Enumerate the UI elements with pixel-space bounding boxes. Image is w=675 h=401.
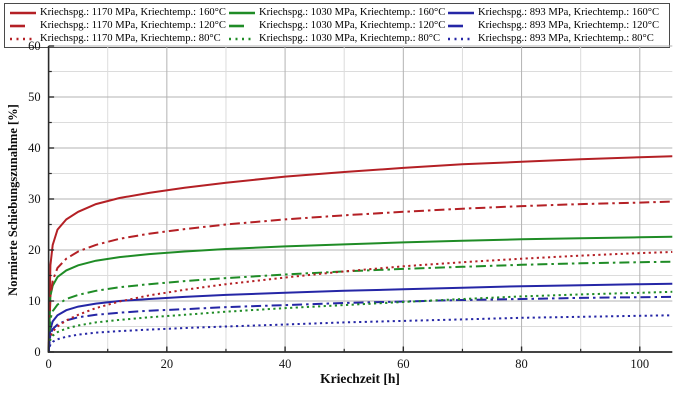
legend-item-5: Kriechspg.: 893 MPa, Kriechtemp.: 120°C <box>447 19 666 32</box>
legend-label: Kriechspg.: 1170 MPa, Kriechtemp.: 120°C <box>40 20 226 31</box>
dashdot-line-marker-icon <box>448 24 463 27</box>
legend-label: Kriechspg.: 1170 MPa, Kriechtemp.: 160°C <box>40 7 226 18</box>
x-tick-label: 0 <box>45 357 51 371</box>
legend-item-4: Kriechspg.: 1030 MPa, Kriechtemp.: 120°C <box>228 19 447 32</box>
solid-line-marker-icon <box>448 11 474 14</box>
solid-line-marker-icon <box>10 11 36 14</box>
legend-label: Kriechspg.: 1030 MPa, Kriechtemp.: 80°C <box>259 33 441 44</box>
y-tick-label: 10 <box>28 294 41 308</box>
x-tick-label: 60 <box>397 357 410 371</box>
legend-item-2: Kriechspg.: 893 MPa, Kriechtemp.: 160°C <box>447 6 666 19</box>
legend-item-1: Kriechspg.: 1030 MPa, Kriechtemp.: 160°C <box>228 6 447 19</box>
legend-label: Kriechspg.: 893 MPa, Kriechtemp.: 160°C <box>478 7 660 18</box>
legend-label: Kriechspg.: 1030 MPa, Kriechtemp.: 160°C <box>259 7 446 18</box>
legend-item-8: Kriechspg.: 893 MPa, Kriechtemp.: 80°C <box>447 32 666 45</box>
y-axis-label: Normierte Schiebungszunahme [%] <box>6 104 20 296</box>
dashdot-line-marker-icon <box>10 24 25 27</box>
series-curve-8 <box>47 314 673 353</box>
x-axis-label: Kriechzeit [h] <box>320 371 400 386</box>
legend-item-3: Kriechspg.: 1170 MPa, Kriechtemp.: 120°C <box>9 19 228 32</box>
series-curve-3 <box>47 200 673 353</box>
legend-label: Kriechspg.: 893 MPa, Kriechtemp.: 80°C <box>478 33 654 44</box>
legend-label: Kriechspg.: 1030 MPa, Kriechtemp.: 120°C <box>259 20 446 31</box>
series-curve-6 <box>47 251 673 353</box>
y-tick-label: 50 <box>28 90 41 104</box>
x-tick-label: 100 <box>630 357 649 371</box>
y-tick-labels: 0 10 20 30 40 50 60 <box>28 39 41 359</box>
legend-item-7: Kriechspg.: 1030 MPa, Kriechtemp.: 80°C <box>228 32 447 45</box>
legend-label: Kriechspg.: 1170 MPa, Kriechtemp.: 80°C <box>40 33 221 44</box>
solid-line-marker-icon <box>229 11 255 14</box>
x-tick-label: 80 <box>515 357 528 371</box>
dashdot-line-marker-icon <box>229 24 244 27</box>
y-tick-label: 20 <box>28 243 41 257</box>
series-curve-4 <box>47 260 673 353</box>
series-curves <box>47 155 673 353</box>
grid-major <box>48 45 673 352</box>
series-curve-1 <box>47 235 673 353</box>
series-curve-7 <box>47 290 673 353</box>
legend-box: Kriechspg.: 1170 MPa, Kriechtemp.: 160°C… <box>4 3 670 48</box>
series-curve-2 <box>47 282 673 353</box>
y-tick-label: 0 <box>34 345 40 359</box>
x-tick-label: 20 <box>161 357 174 371</box>
x-tick-label: 40 <box>279 357 292 371</box>
x-tick-labels: 0 20 40 60 80 100 <box>45 357 649 371</box>
y-tick-label: 40 <box>28 141 41 155</box>
legend-label: Kriechspg.: 893 MPa, Kriechtemp.: 120°C <box>478 20 660 31</box>
series-curve-0 <box>47 155 673 353</box>
series-curve-5 <box>47 295 673 353</box>
axis-ticks <box>47 45 641 353</box>
y-tick-label: 60 <box>28 39 41 53</box>
legend-item-6: Kriechspg.: 1170 MPa, Kriechtemp.: 80°C <box>9 32 228 45</box>
y-tick-label: 30 <box>28 192 41 206</box>
legend-item-0: Kriechspg.: 1170 MPa, Kriechtemp.: 160°C <box>9 6 228 19</box>
